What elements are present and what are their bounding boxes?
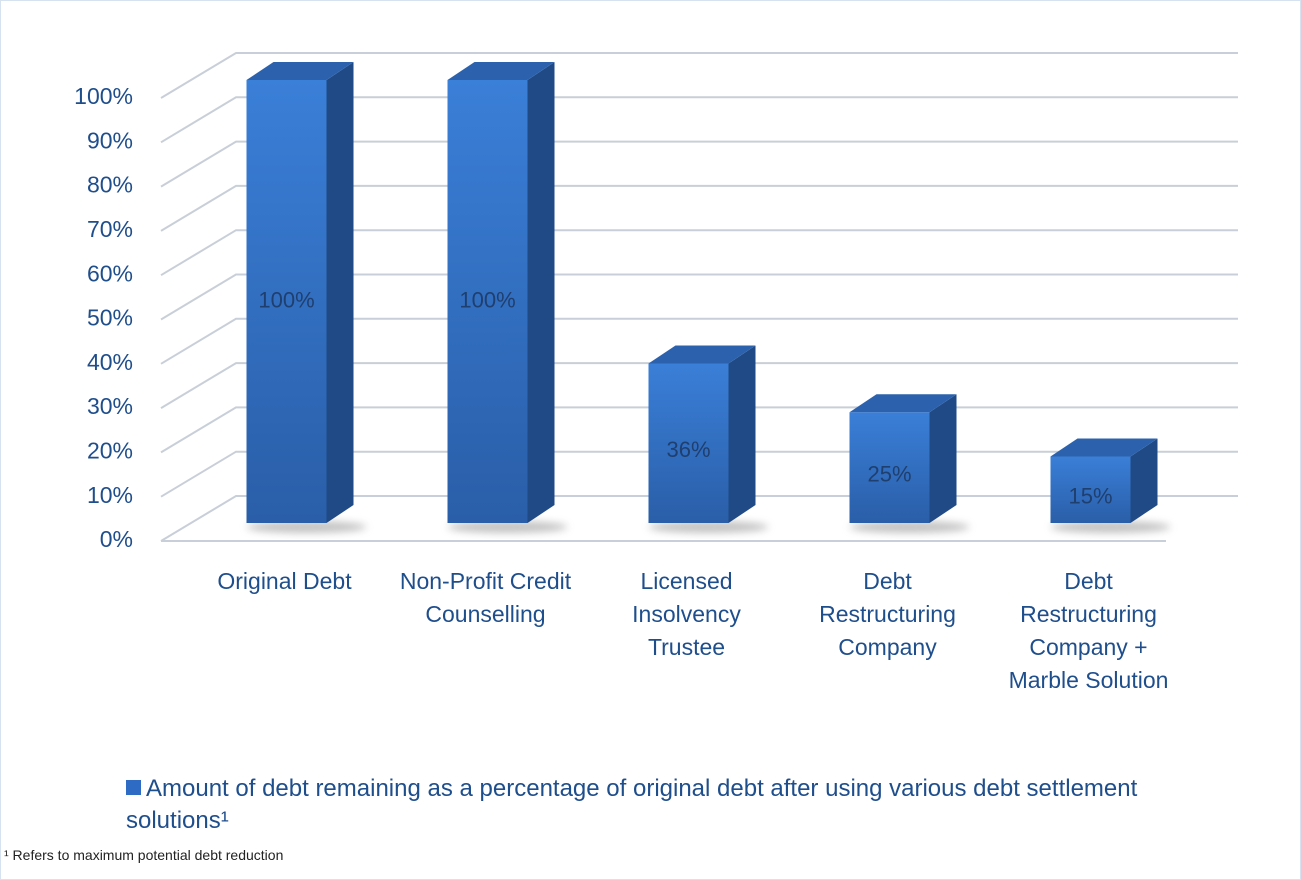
- bar-top: [447, 62, 555, 80]
- y-tick-label: 10%: [87, 482, 133, 508]
- bar-shadow: [246, 521, 367, 533]
- bar: [648, 345, 756, 523]
- legend-swatch: [126, 780, 141, 795]
- y-tick-label: 50%: [87, 305, 133, 331]
- y-tick-label: 30%: [87, 393, 133, 419]
- data-label: 100%: [258, 287, 314, 312]
- x-tick-label: Non-Profit Credit Counselling: [399, 568, 572, 627]
- bar-front: [1050, 456, 1131, 523]
- bar-shadow: [648, 521, 769, 533]
- grid-line: [160, 273, 1238, 321]
- y-tick-label: 90%: [87, 127, 133, 153]
- bar-top: [1050, 438, 1158, 457]
- legend-label: Amount of debt remaining as a percentage…: [126, 775, 1138, 834]
- bar: [246, 62, 354, 523]
- grid-line: [160, 362, 1238, 409]
- grid-line: [160, 317, 1238, 365]
- y-tick-label: 100%: [74, 83, 133, 109]
- bar-side: [1130, 438, 1158, 523]
- bar-side: [728, 345, 756, 523]
- grid-line: [160, 184, 1238, 232]
- y-tick-label: 70%: [87, 216, 133, 242]
- bar-side: [326, 62, 354, 523]
- grid-line: [160, 140, 1238, 188]
- x-tick-label: Licensed Insolvency Trustee: [632, 568, 741, 660]
- bar-side: [527, 62, 555, 523]
- y-tick-label: 80%: [87, 172, 133, 198]
- bar: [447, 62, 555, 523]
- bar-side: [929, 394, 957, 523]
- x-tick-label: Debt Restructuring Company + Marble Solu…: [1008, 568, 1169, 693]
- data-label: 36%: [666, 437, 710, 462]
- legend: Amount of debt remaining as a percentage…: [126, 773, 1226, 837]
- y-tick-label: 20%: [87, 437, 133, 463]
- bar-shadow: [447, 521, 568, 533]
- x-tick-label: Debt Restructuring Company: [819, 568, 956, 660]
- grid-line: [160, 96, 1238, 144]
- x-tick-label: Original Debt: [217, 568, 352, 594]
- bar: [1050, 438, 1158, 523]
- bar-front: [648, 363, 729, 523]
- bar-top: [648, 345, 756, 364]
- bar-front: [246, 80, 327, 523]
- y-tick-label: 40%: [87, 349, 133, 375]
- bar-front: [447, 80, 528, 523]
- data-label: 15%: [1068, 484, 1112, 509]
- y-tick-label: 0%: [100, 526, 133, 552]
- bar: [849, 394, 957, 523]
- bar-front: [849, 412, 930, 523]
- grid-line: [160, 52, 1238, 99]
- bar-top: [849, 394, 957, 413]
- data-label: 25%: [867, 461, 911, 486]
- bar-top: [246, 62, 354, 80]
- bar-shadow: [849, 521, 970, 533]
- grid-line: [160, 229, 1238, 277]
- data-label: 100%: [459, 287, 515, 312]
- y-tick-label: 60%: [87, 260, 133, 286]
- footnote: ¹ Refers to maximum potential debt reduc…: [4, 847, 284, 863]
- bar-shadow: [1050, 521, 1171, 533]
